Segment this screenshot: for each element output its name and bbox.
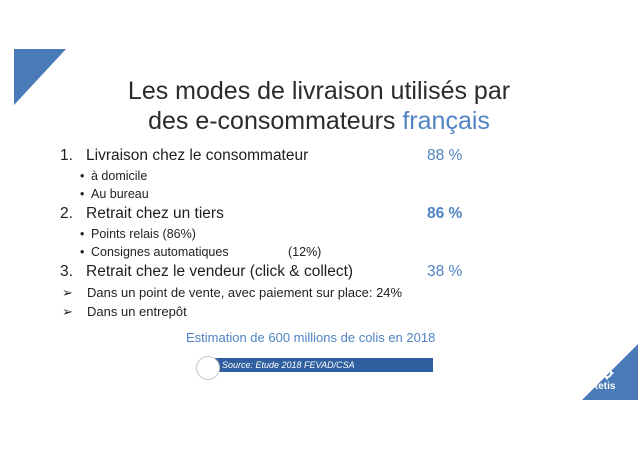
arrow-bullet-icon: ➢ <box>62 304 73 319</box>
item-percent: 38 % <box>427 263 463 280</box>
item-percent: 86 % <box>427 205 463 222</box>
slide-title-line2-accent: français <box>402 107 490 135</box>
sub-item: • Consignes automatiques (12%) <box>60 243 480 261</box>
item-label: Retrait chez le vendeur (click & collect… <box>86 263 354 280</box>
corner-decoration-top-left <box>14 49 66 105</box>
corner-decoration-bottom-right <box>582 344 638 400</box>
slide-title-line1: Les modes de livraison utilisés par <box>127 77 511 105</box>
sub-item-text: Points relais (86%) <box>91 227 196 241</box>
sub-item-text: Au bureau <box>91 187 149 201</box>
item-number: 1. <box>60 147 73 164</box>
bullet: • <box>80 227 85 241</box>
logo-text: Retis <box>591 381 616 392</box>
item-number: 3. <box>60 263 73 280</box>
sub-item-text: à domicile <box>91 169 148 183</box>
bullet: • <box>80 187 85 201</box>
arrow-bullet-icon: ➢ <box>62 285 73 300</box>
bullet: • <box>80 245 85 259</box>
sub-item: • à domicile <box>60 167 480 185</box>
estimation-text: Estimation de 600 millions de colis en 2… <box>186 330 436 345</box>
sub-item: • Au bureau <box>60 185 480 203</box>
list-item-1: 1. Livraison chez le consommateur 88 % <box>60 145 480 167</box>
slide-title: Les modes de livraison utilisés par des … <box>0 76 638 136</box>
arrow-item-text: Dans un point de vente, avec paiement su… <box>87 285 403 300</box>
list-item-2: 2. Retrait chez un tiers 86 % <box>60 203 480 225</box>
item-label: Retrait chez un tiers <box>86 205 224 222</box>
item-percent: 88 % <box>427 147 463 164</box>
arrow-item-text: Dans un entrepôt <box>87 304 187 319</box>
sub-item: • Points relais (86%) <box>60 225 480 243</box>
slide-title-line2-main: des e-consommateurs <box>148 107 396 135</box>
bullet: • <box>80 169 85 183</box>
sub-item-value: (12%) <box>288 245 322 259</box>
gear-icon <box>600 366 614 380</box>
list-item-3: 3. Retrait chez le vendeur (click & coll… <box>60 261 480 283</box>
item-label: Livraison chez le consommateur <box>86 147 309 164</box>
source-bar <box>203 358 433 372</box>
slide-title-line2: des e-consommateurs français <box>0 106 638 136</box>
sub-item-text: Consignes automatiques <box>91 245 229 259</box>
item-number: 2. <box>60 205 73 222</box>
delivery-modes-list: 1. Livraison chez le consommateur 88 % •… <box>60 145 480 283</box>
source-text: Source: Etude 2018 FEVAD/CSA <box>222 360 355 370</box>
source-circle-icon <box>196 356 220 380</box>
